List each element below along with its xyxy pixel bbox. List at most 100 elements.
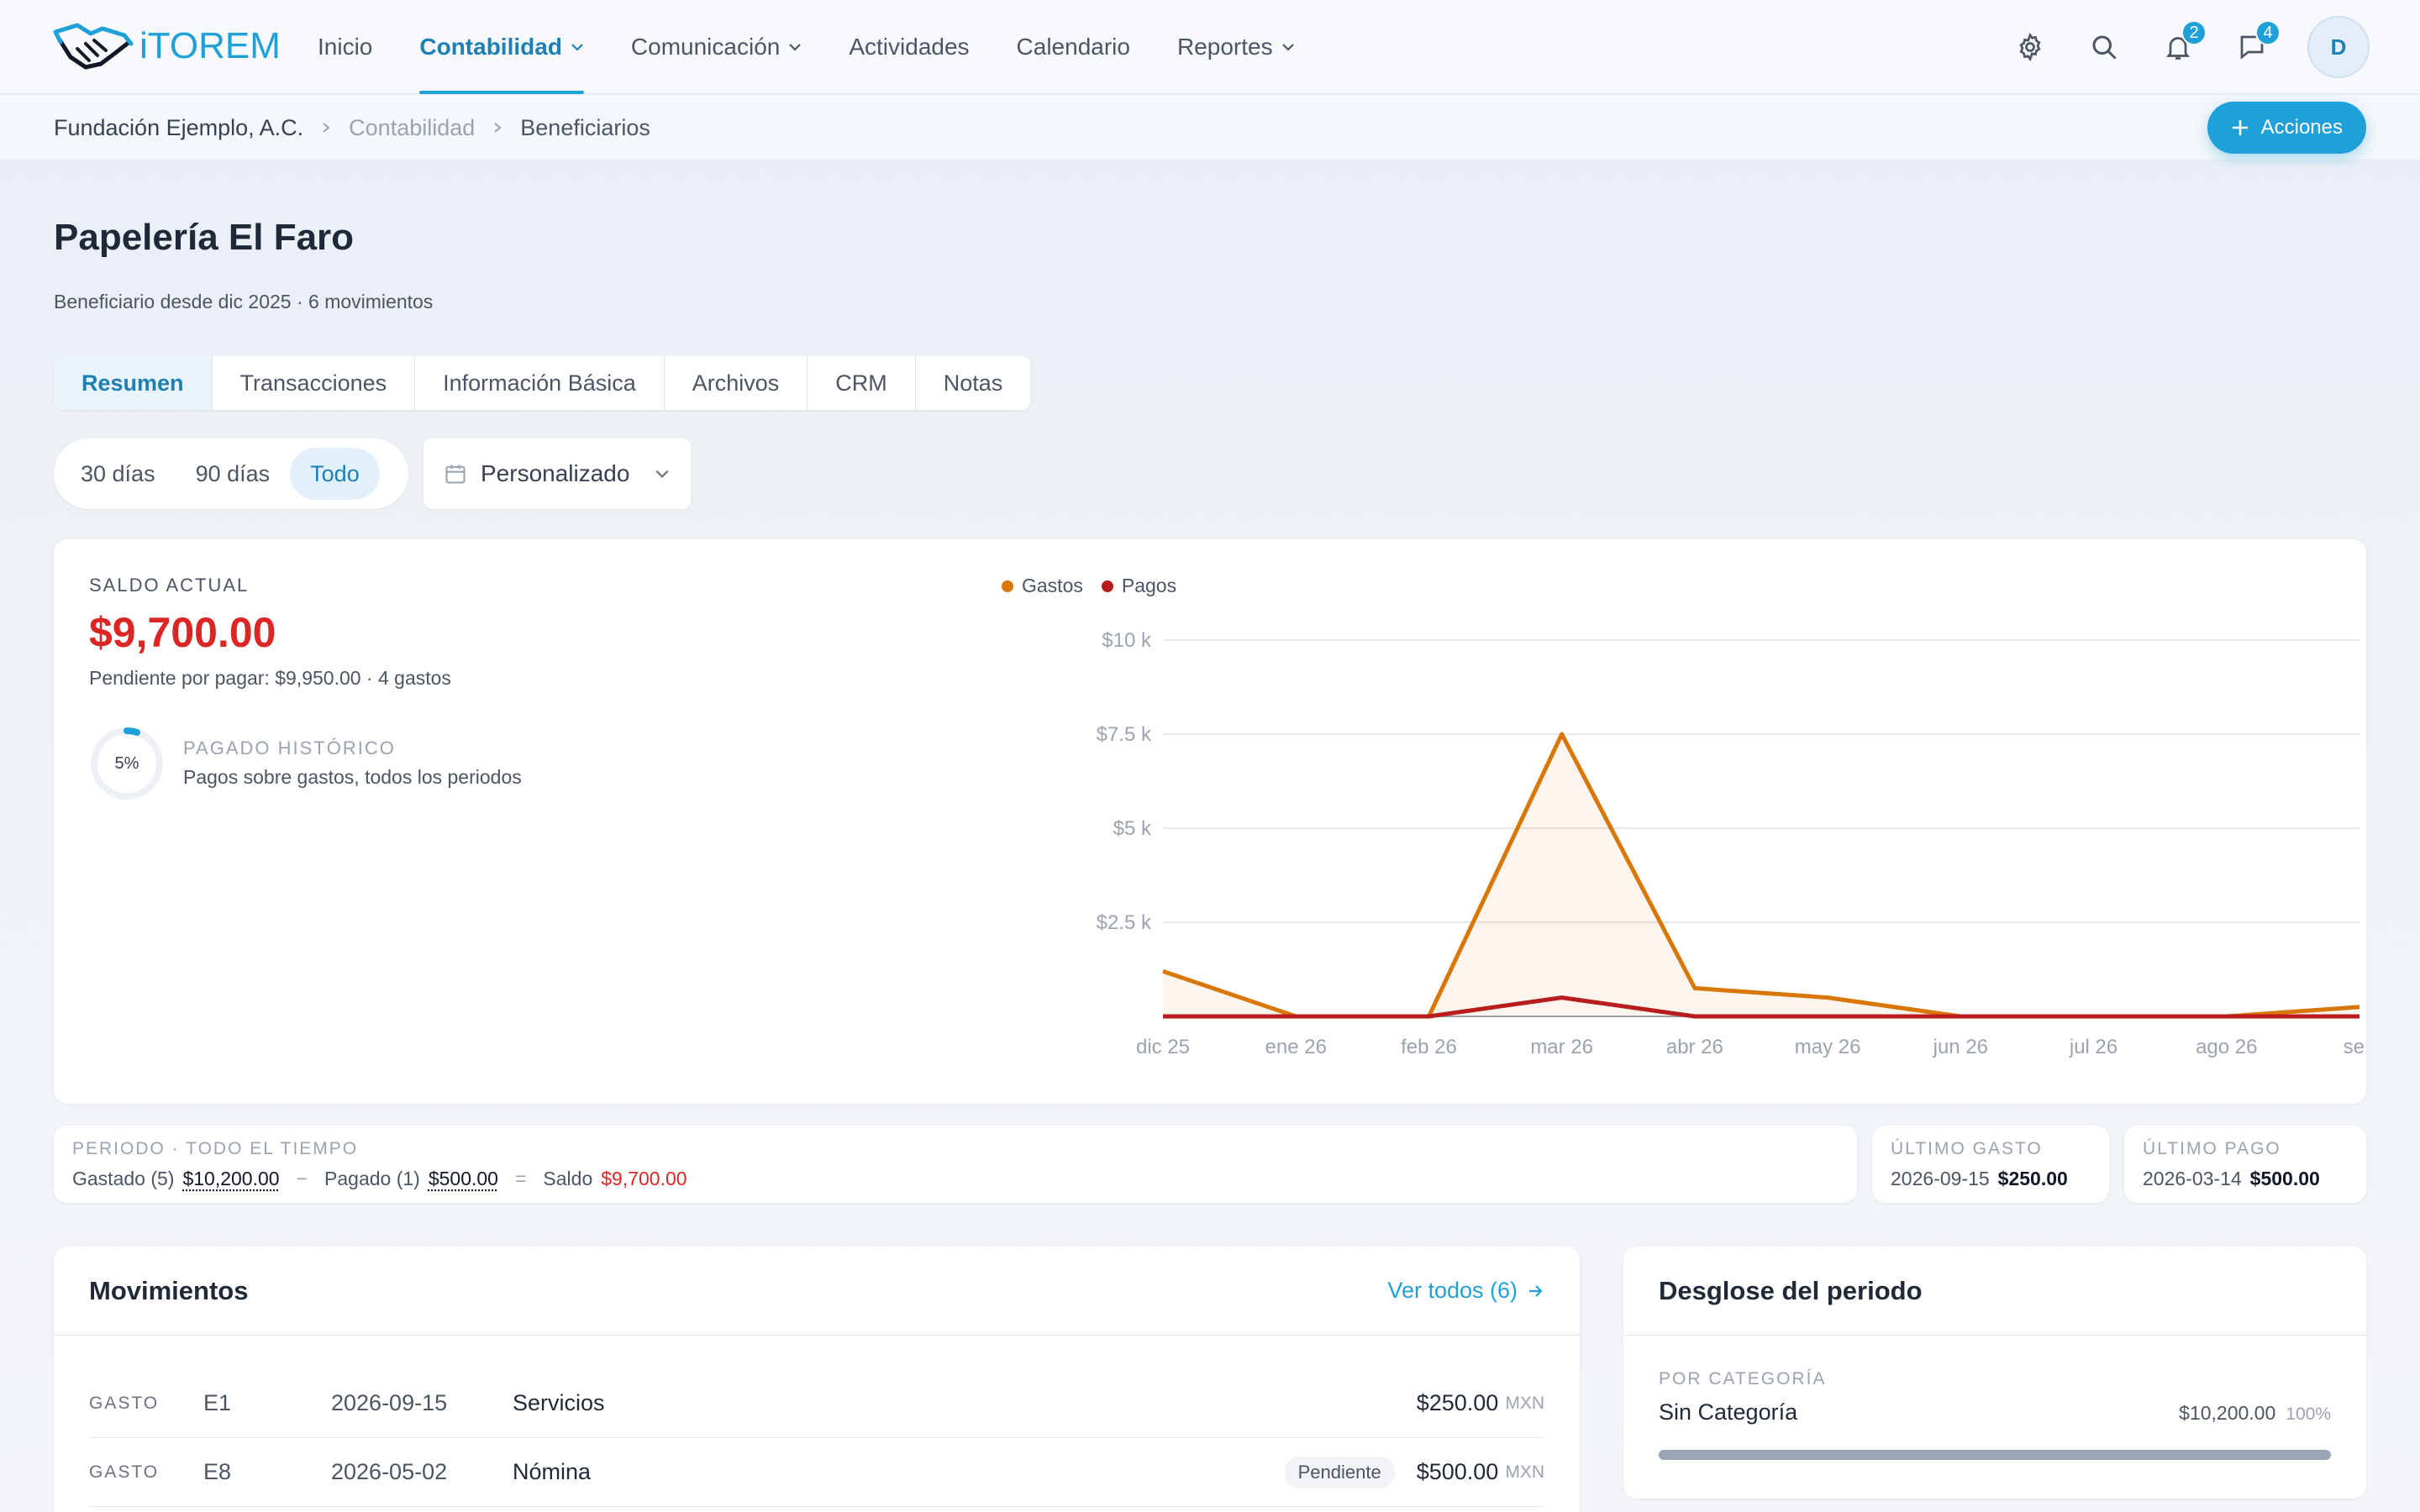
view-all-label: Ver todos (6): [1387, 1278, 1518, 1303]
nav-item-reportes[interactable]: Reportes: [1177, 0, 1295, 94]
legend-label: Gastos: [1022, 575, 1083, 596]
legend-label: Pagos: [1121, 575, 1177, 596]
breakdown-title: Desglose del periodo: [1659, 1275, 1923, 1305]
avatar[interactable]: D: [2307, 16, 2370, 78]
last-expense-card: ÚLTIMO GASTO 2026-09-15 $250.00: [1872, 1126, 2109, 1203]
pagado-label: Pagado (1): [324, 1168, 420, 1189]
plus-icon: [2232, 119, 2248, 136]
gastado-value[interactable]: $10,200.00: [182, 1168, 280, 1189]
tab-archivos[interactable]: Archivos: [665, 356, 808, 410]
summary-card: SALDO ACTUAL $9,700.00 Pendiente por pag…: [54, 539, 2366, 1104]
equals-sign: =: [514, 1168, 527, 1189]
tab-transacciones[interactable]: Transacciones: [213, 356, 416, 410]
chevron-right-icon: [494, 123, 502, 133]
handshake-logo-icon: [53, 23, 134, 70]
last-payment-label: ÚLTIMO PAGO: [2143, 1139, 2281, 1158]
period-equation: Gastado (5) $10,200.00 − Pagado (1) $500…: [72, 1168, 687, 1190]
search-button[interactable]: [2086, 29, 2123, 66]
bell-icon: [2166, 37, 2190, 60]
nav-item-contabilidad[interactable]: Contabilidad: [419, 0, 584, 94]
movements-header: Movimientos Ver todos (6): [54, 1247, 1580, 1336]
top-navigation-bar: iTOREM Inicio Contabilidad Comunicación …: [0, 0, 2420, 94]
movement-currency: MXN: [1505, 1462, 1544, 1482]
last-expense-row: 2026-09-15 $250.00: [1891, 1168, 2068, 1190]
notification-badge: 2: [2181, 20, 2207, 45]
legend-swatch: [1002, 580, 1013, 592]
tab-notas[interactable]: Notas: [943, 370, 1003, 396]
notifications-button[interactable]: 2: [2160, 20, 2207, 66]
nav-label: Contabilidad: [419, 34, 562, 60]
view-all-link[interactable]: Ver todos (6): [1387, 1278, 1544, 1304]
movement-description: Servicios: [513, 1390, 605, 1415]
x-tick-label: dic 25: [1136, 1036, 1190, 1058]
breadcrumb-beneficiarios[interactable]: Beneficiarios: [520, 114, 650, 140]
last-expense-date: 2026-09-15: [1891, 1168, 1990, 1189]
search-icon: [2092, 35, 2117, 60]
category-bar: [1659, 1450, 2331, 1460]
chevron-down-icon: [1281, 44, 1294, 51]
page-subtitle: Beneficiario desde dic 2025 · 6 movimien…: [54, 291, 434, 312]
custom-range-label: Personalizado: [481, 460, 630, 486]
status-badge: Pendiente: [1284, 1456, 1395, 1488]
x-tick-label: sep: [2344, 1036, 2365, 1058]
saldo-label: Saldo: [543, 1168, 593, 1189]
settings-button[interactable]: [2012, 29, 2049, 66]
nav-item-inicio[interactable]: Inicio: [318, 0, 372, 94]
arrow-right-icon: [1529, 1284, 1543, 1297]
breadcrumb-bar: Fundación Ejemplo, A.C. Contabilidad Ben…: [0, 95, 2420, 160]
nav-item-calendario[interactable]: Calendario: [1017, 0, 1130, 94]
paid-percentage: 5%: [114, 753, 139, 773]
breadcrumb-contabilidad[interactable]: Contabilidad: [349, 114, 476, 140]
chevron-right-icon: [323, 123, 330, 133]
category-percent: 100%: [2286, 1404, 2331, 1424]
saldo-value: $9,700.00: [601, 1168, 687, 1189]
range-selector: 30 días 90 días Todo: [54, 438, 408, 509]
table-row[interactable]: GASTO E1 2026-09-15 Servicios $250.00 MX…: [89, 1369, 1544, 1438]
x-tick-label: mar 26: [1530, 1036, 1593, 1058]
actions-button[interactable]: Acciones: [2207, 102, 2366, 154]
breakdown-header: Desglose del periodo: [1623, 1247, 2366, 1336]
nav-label: Inicio: [318, 34, 373, 60]
saldo-label: SALDO ACTUAL: [89, 575, 250, 596]
movement-type: GASTO: [89, 1393, 160, 1413]
y-tick-label: $2.5 k: [1097, 911, 1152, 934]
chevron-down-icon: [655, 470, 669, 478]
nav-item-actividades[interactable]: Actividades: [849, 0, 969, 94]
movements-card: Movimientos Ver todos (6) GASTO E1 2026-…: [54, 1247, 1580, 1512]
pagado-value[interactable]: $500.00: [428, 1168, 498, 1189]
tab-bar: Resumen Transacciones Información Básica…: [54, 356, 1031, 410]
series-line-pagos: [1163, 995, 2360, 1019]
paid-progress-ring: [91, 727, 163, 800]
series-area-gastos: [1163, 734, 2360, 1016]
breadcrumb-organization[interactable]: Fundación Ejemplo, A.C.: [54, 114, 304, 140]
x-tick-label: ago 26: [2196, 1036, 2257, 1058]
range-90-days[interactable]: 90 días: [195, 460, 271, 486]
tab-crm[interactable]: CRM: [808, 356, 916, 410]
nav-item-comunicacion[interactable]: Comunicación: [631, 0, 802, 94]
pending-text: Pendiente por pagar: $9,950.00 · 4 gasto…: [89, 667, 451, 689]
y-tick-label: $5 k: [1113, 817, 1152, 840]
range-all[interactable]: Todo: [290, 448, 380, 500]
table-row[interactable]: GASTO E8 2026-05-02 Nómina Pendiente $50…: [89, 1438, 1544, 1507]
movement-amount: $500.00: [1416, 1459, 1499, 1484]
custom-range-dropdown[interactable]: Personalizado: [424, 438, 691, 509]
hist-label: PAGADO HISTÓRICO: [183, 738, 396, 759]
messages-button[interactable]: 4: [2233, 20, 2281, 66]
movement-description: Nómina: [513, 1459, 592, 1484]
chart-legend: Gastos Pagos: [1002, 575, 1176, 597]
tab-informacion-basica[interactable]: Información Básica: [415, 356, 665, 410]
range-30-days[interactable]: 30 días: [81, 460, 155, 486]
last-payment-amount: $500.00: [2249, 1168, 2320, 1189]
top-icons: 2 4 D: [2012, 13, 2370, 81]
x-tick-label: ene 26: [1265, 1036, 1327, 1058]
tab-resumen[interactable]: Resumen: [54, 356, 213, 410]
movement-id: E8: [203, 1459, 232, 1484]
app-logo[interactable]: iTOREM: [52, 17, 281, 76]
period-label: PERIODO · TODO EL TIEMPO: [72, 1139, 359, 1158]
movement-type: GASTO: [89, 1462, 160, 1482]
movement-amount: $250.00: [1416, 1390, 1499, 1415]
nav-label: Actividades: [849, 34, 970, 60]
last-expense-amount: $250.00: [1997, 1168, 2068, 1189]
period-summary: PERIODO · TODO EL TIEMPO Gastado (5) $10…: [54, 1126, 1857, 1203]
movement-date: 2026-05-02: [331, 1459, 448, 1484]
